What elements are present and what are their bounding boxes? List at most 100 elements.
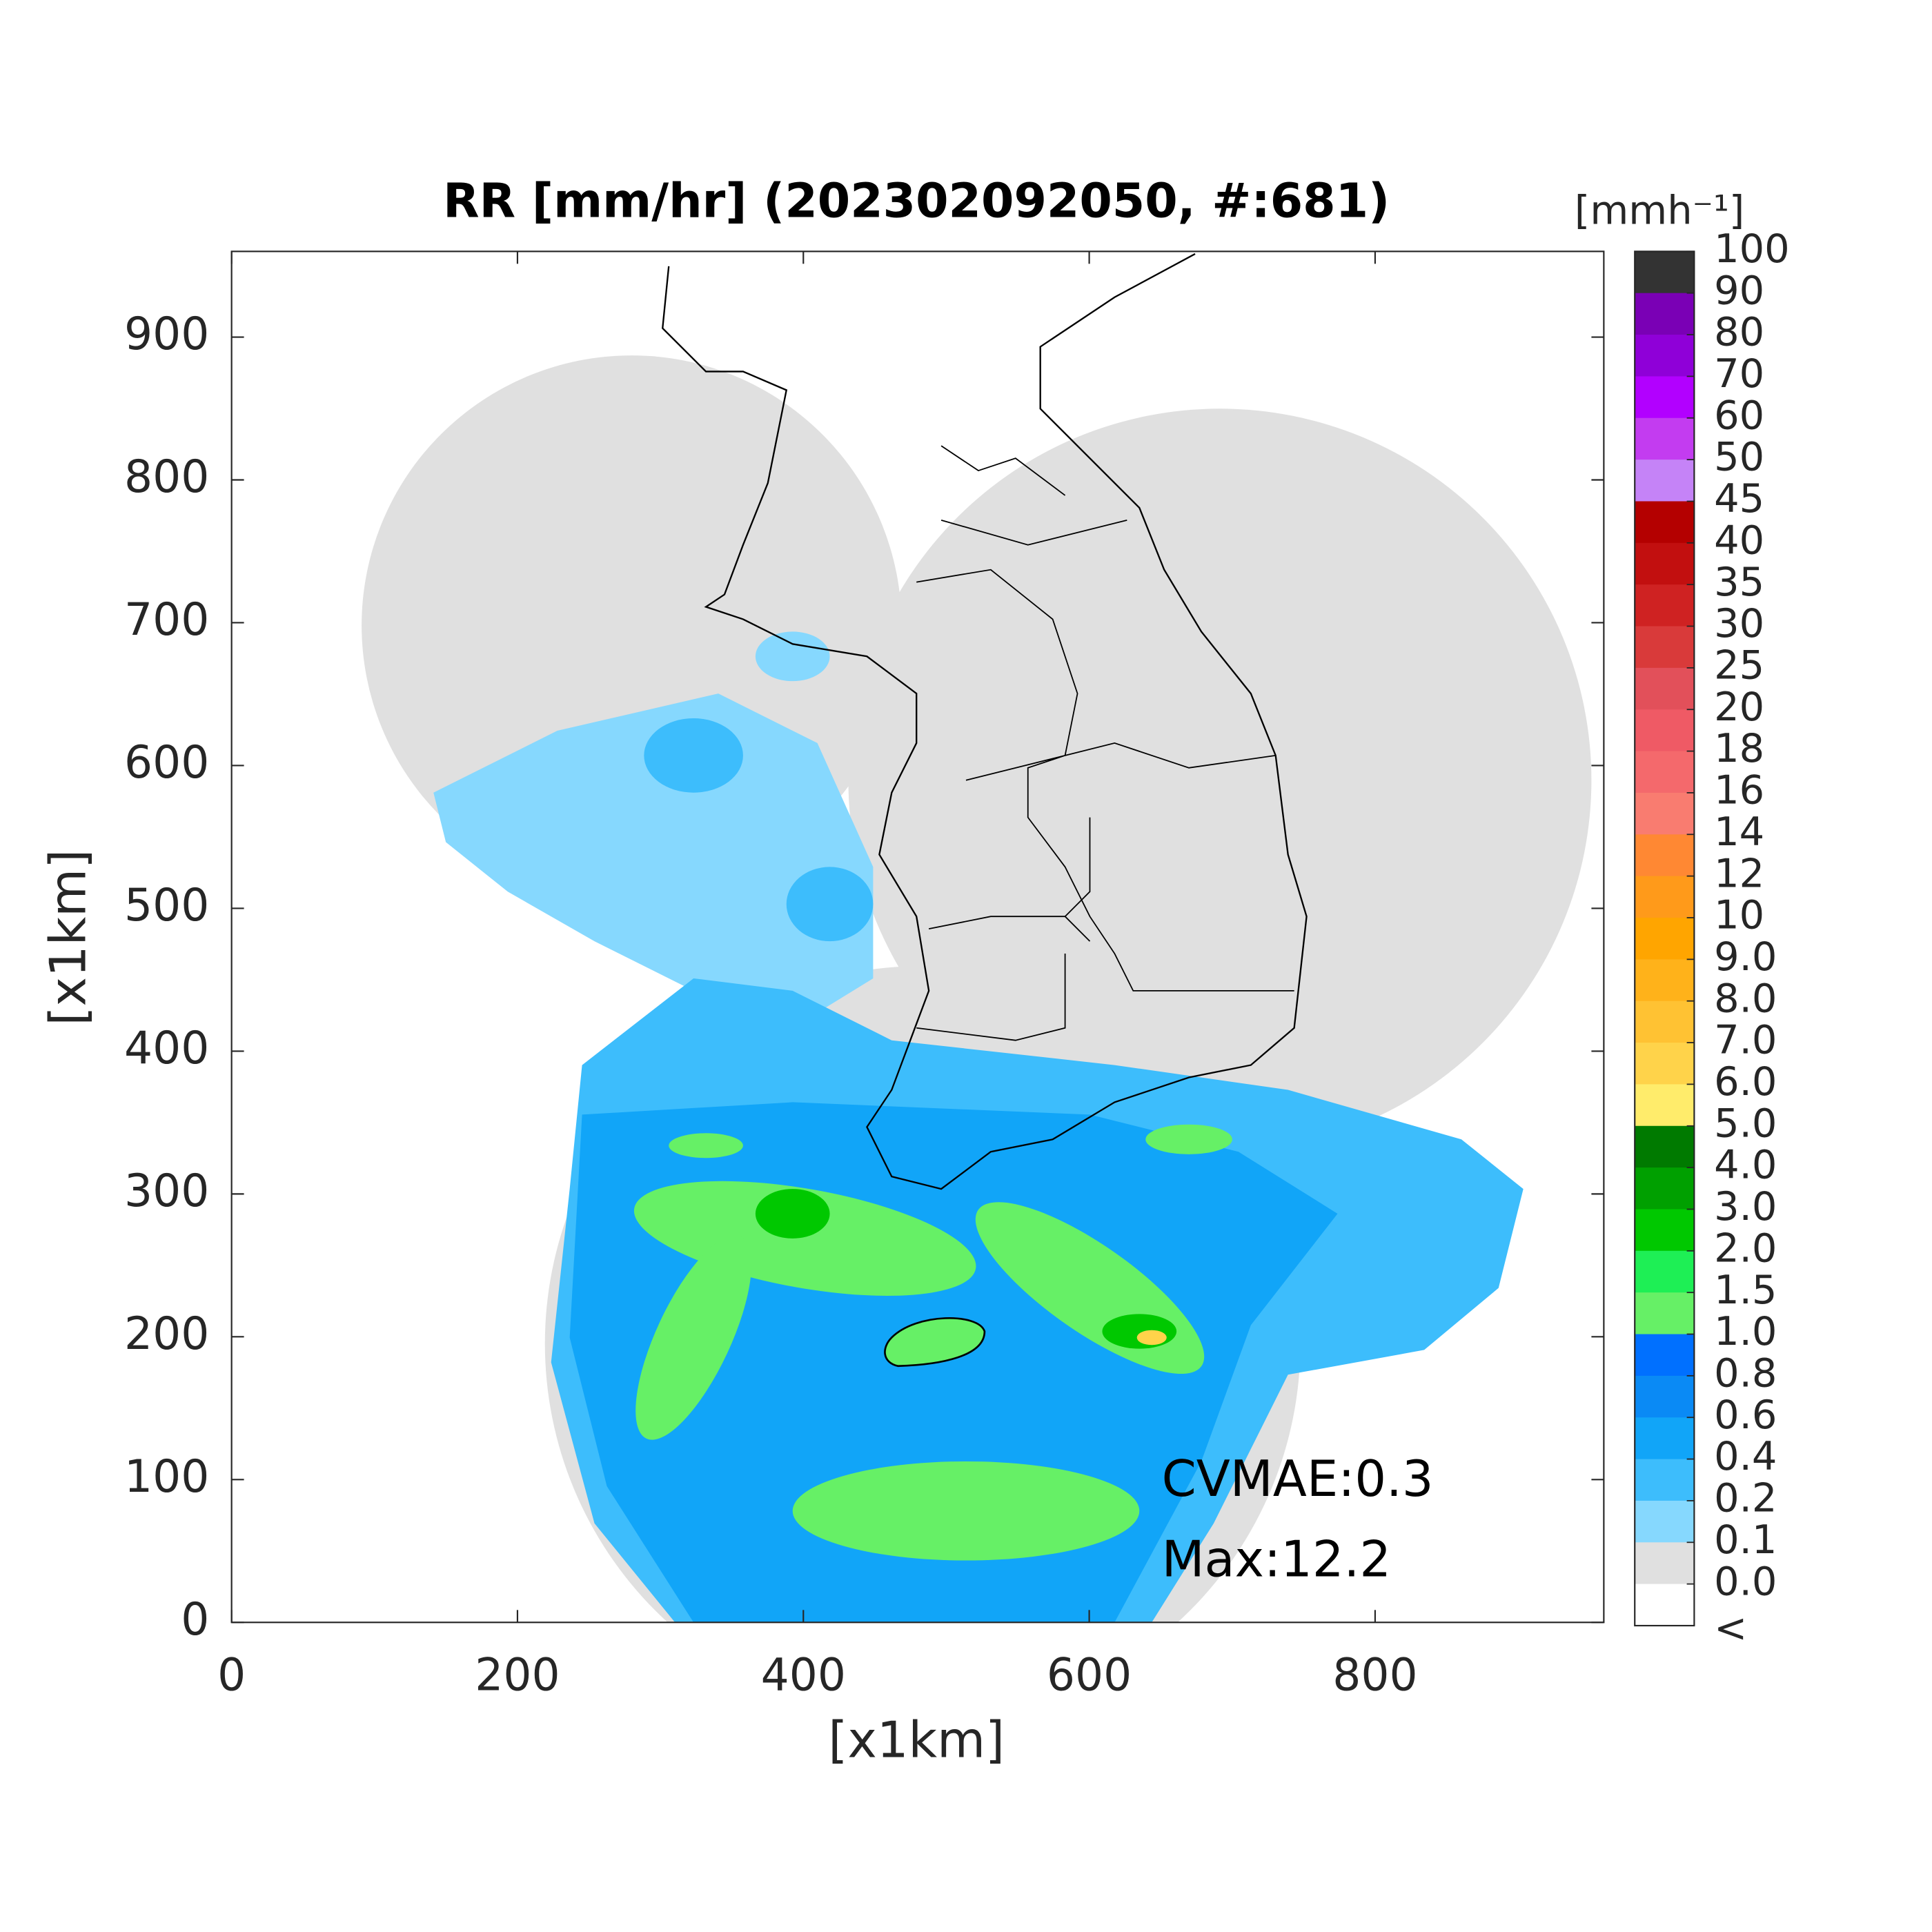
colorbar-tick-label: 35 xyxy=(1714,559,1764,605)
colorbar-tick-label: 1.0 xyxy=(1714,1308,1777,1354)
axes-frame xyxy=(230,250,1605,1624)
rain xyxy=(755,1189,830,1239)
colorbar-segment xyxy=(1635,1167,1695,1210)
colorbar-tick-label: 4.0 xyxy=(1714,1142,1777,1188)
colorbar-tick-label: 10 xyxy=(1714,892,1764,938)
coastline xyxy=(662,253,1308,1190)
colorbar-tick-label: 16 xyxy=(1714,767,1764,814)
colorbar-under xyxy=(1635,1584,1695,1626)
colorbar-segment xyxy=(1635,792,1695,836)
colorbar-segment xyxy=(1635,1250,1695,1294)
colorbar-tick-label: 30 xyxy=(1714,600,1764,647)
y-axis-label: [x1km] xyxy=(39,849,97,1026)
colorbar-tick-label: 80 xyxy=(1714,309,1764,355)
y-tick-label: 100 xyxy=(124,1451,209,1503)
colorbar-segment xyxy=(1635,335,1695,377)
annotation: CVMAE:0.3 xyxy=(1162,1450,1434,1508)
boundary xyxy=(916,445,1294,1041)
rain xyxy=(669,1133,743,1159)
y-tick-label: 200 xyxy=(124,1308,209,1360)
colorbar-segment xyxy=(1635,1125,1695,1169)
y-tick-label: 600 xyxy=(124,737,209,789)
colorbar-tick-label: 12 xyxy=(1714,850,1764,896)
rain xyxy=(433,693,874,1028)
x-axis-label: [x1km] xyxy=(828,1711,1005,1769)
chart-title: RR [mm/hr] (202302092050, #:681) xyxy=(443,175,1390,229)
y-tick-label: 800 xyxy=(124,451,209,503)
colorbar-tick-label: 0.1 xyxy=(1714,1517,1777,1563)
colorbar-tick-label: 90 xyxy=(1714,267,1764,313)
colorbar-tick-label: 25 xyxy=(1714,642,1764,689)
colorbar-frame xyxy=(1634,250,1695,1627)
colorbar-segment xyxy=(1635,709,1695,752)
colorbar-tick-label: 0.4 xyxy=(1714,1433,1777,1479)
colorbar-under-label: < xyxy=(1714,1605,1747,1651)
x-tick-label: 800 xyxy=(1332,1650,1417,1702)
x-tick-label: 0 xyxy=(217,1650,246,1702)
colorbar-segment xyxy=(1635,1043,1695,1085)
y-tick-label: 700 xyxy=(124,594,209,646)
colorbar-tick-label: 1.5 xyxy=(1714,1267,1777,1313)
colorbar-tick-label: 6.0 xyxy=(1714,1058,1777,1105)
colorbar-tick-label: 45 xyxy=(1714,475,1764,522)
colorbar-segment xyxy=(1635,1542,1695,1585)
y-tick-label: 900 xyxy=(124,308,209,360)
colorbar-segment xyxy=(1635,376,1695,419)
rain xyxy=(1102,1314,1177,1349)
annotation: Max:12.2 xyxy=(1162,1530,1391,1588)
colorbar-tick-label: 5.0 xyxy=(1714,1100,1777,1146)
colorbar-tick-label: 9.0 xyxy=(1714,934,1777,980)
y-tick-label: 400 xyxy=(124,1023,209,1074)
colorbar-segment xyxy=(1635,542,1695,586)
colorbar-segment xyxy=(1635,1417,1695,1460)
colorbar-segment xyxy=(1635,1209,1695,1252)
colorbar-tick-label: 7.0 xyxy=(1714,1017,1777,1063)
colorbar-segment xyxy=(1635,460,1695,502)
colorbar-tick-label: 40 xyxy=(1714,517,1764,563)
colorbar-segment xyxy=(1635,293,1695,335)
colorbar-segment xyxy=(1635,1000,1695,1043)
y-tick-label: 500 xyxy=(124,880,209,931)
colorbar-segment xyxy=(1635,626,1695,669)
colorbar-segment xyxy=(1635,584,1695,627)
rain xyxy=(786,867,874,942)
colorbar-segment xyxy=(1635,751,1695,793)
colorbar-segment xyxy=(1635,876,1695,918)
colorbar-segment xyxy=(1635,1084,1695,1127)
colorbar-segment xyxy=(1635,1292,1695,1335)
rain xyxy=(635,1235,752,1440)
x-tick-label: 200 xyxy=(475,1650,560,1702)
colorbar-segment xyxy=(1635,834,1695,877)
y-tick-label: 300 xyxy=(124,1165,209,1217)
colorbar-tick-label: 50 xyxy=(1714,434,1764,480)
colorbar-tick-label: 8.0 xyxy=(1714,975,1777,1021)
colorbar-segment xyxy=(1635,1375,1695,1419)
colorbar-tick-label: 70 xyxy=(1714,351,1764,397)
colorbar-tick-label: 2.0 xyxy=(1714,1225,1777,1271)
x-tick-label: 600 xyxy=(1047,1650,1132,1702)
colorbar-segment xyxy=(1635,667,1695,711)
colorbar-tick-label: 18 xyxy=(1714,725,1764,771)
colorbar-tick-label: 0.6 xyxy=(1714,1392,1777,1438)
colorbar-segment xyxy=(1635,1334,1695,1377)
colorbar-tick-label: 0.8 xyxy=(1714,1350,1777,1397)
colorbar-tick-label: 3.0 xyxy=(1714,1183,1777,1230)
island xyxy=(884,1317,986,1368)
coverage xyxy=(848,408,1592,1152)
colorbar-tick-label: 100 xyxy=(1714,226,1790,272)
colorbar-segment xyxy=(1635,918,1695,960)
colorbar-tick-label: 60 xyxy=(1714,392,1764,438)
colorbar-tick-label: 14 xyxy=(1714,809,1764,855)
radar-field xyxy=(362,253,1592,1623)
colorbar-segment xyxy=(1635,417,1695,461)
colorbar-segment xyxy=(1635,959,1695,1002)
colorbar-segment xyxy=(1635,1459,1695,1501)
rain xyxy=(792,1461,1140,1561)
colorbar-segment xyxy=(1635,251,1695,294)
y-tick-label: 0 xyxy=(181,1594,209,1646)
x-tick-label: 400 xyxy=(761,1650,846,1702)
rain xyxy=(1136,1330,1167,1346)
colorbar-tick-label: 0.2 xyxy=(1714,1475,1777,1521)
rain xyxy=(1145,1124,1232,1154)
